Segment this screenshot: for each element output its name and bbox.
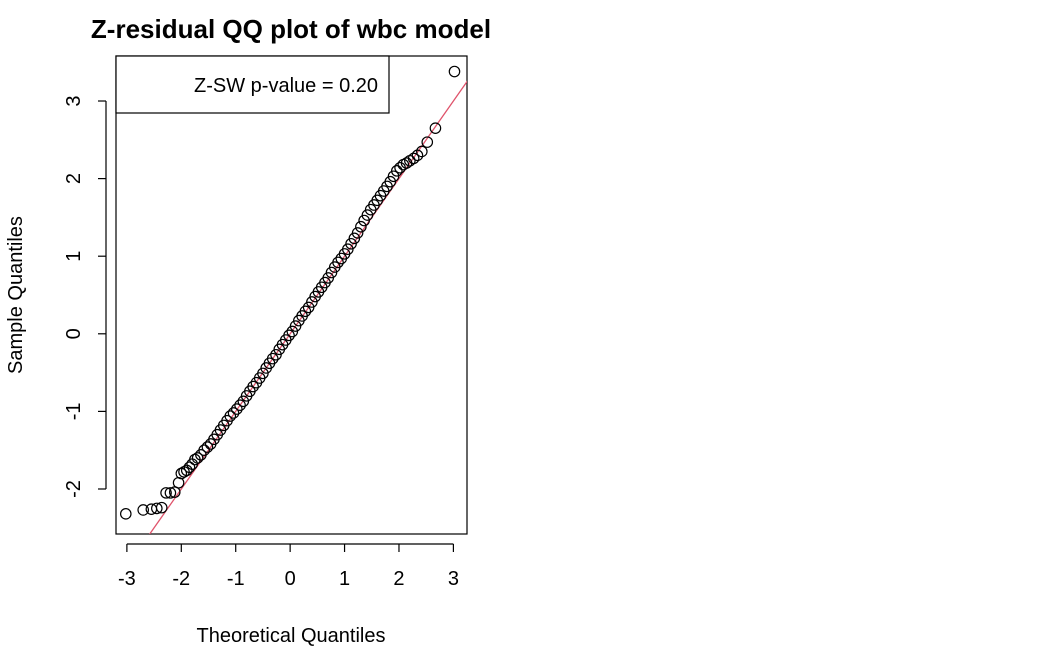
y-tick-label: 3: [63, 95, 85, 106]
data-point: [201, 441, 214, 453]
data-point: [231, 403, 243, 415]
reference-line-group: [148, 80, 467, 534]
data-point: [299, 305, 312, 318]
points-group: [119, 65, 461, 520]
plot-frame: [115, 55, 468, 535]
y-axis: -2 -1 0 1 2 3: [63, 95, 107, 498]
data-point: [160, 487, 172, 499]
data-point: [351, 227, 364, 239]
x-axis-label: Theoretical Quantiles: [197, 625, 386, 647]
data-point: [429, 122, 442, 134]
data-point: [183, 461, 196, 474]
x-tick-label: 2: [393, 568, 404, 590]
legend-frame: [115, 55, 390, 114]
data-point: [416, 145, 428, 158]
data-point: [390, 165, 403, 177]
x-axis: -3 -2 -1 0 1 2 3: [118, 543, 459, 590]
data-point: [411, 149, 424, 162]
x-tick-label: 0: [285, 568, 296, 590]
data-point: [175, 467, 188, 480]
y-axis-label: Sample Quantiles: [5, 216, 27, 374]
chart-title: Z-residual QQ plot of wbc model: [91, 14, 491, 44]
legend-text: Z-SW p-value = 0.20: [194, 75, 378, 97]
y-tick-label: -2: [63, 480, 85, 498]
data-point: [234, 399, 246, 411]
data-point: [355, 220, 367, 233]
x-tick-label: -3: [118, 568, 136, 590]
y-tick-label: -1: [63, 402, 85, 420]
x-tick-label: -2: [172, 568, 190, 590]
data-point: [227, 407, 240, 419]
y-tick-label: 1: [63, 251, 85, 262]
x-tick-label: 3: [448, 568, 459, 590]
data-point: [421, 136, 434, 148]
data-point: [164, 487, 177, 499]
y-tick-label: 0: [63, 328, 85, 339]
data-point: [247, 380, 259, 393]
data-point: [198, 444, 210, 456]
x-tick-label: 1: [339, 568, 350, 590]
y-tick-label: 2: [63, 173, 85, 184]
data-point: [266, 352, 279, 365]
data-point: [151, 502, 163, 515]
data-point: [407, 152, 420, 165]
data-point: [332, 256, 344, 269]
data-point: [448, 65, 461, 78]
x-tick-label: -1: [227, 568, 245, 590]
data-point: [155, 501, 168, 514]
reference-line: [148, 80, 467, 534]
data-point: [283, 329, 295, 342]
data-point: [224, 410, 237, 422]
data-point: [137, 504, 150, 516]
data-point: [119, 508, 132, 520]
data-point: [191, 452, 204, 464]
plot-area: [119, 65, 467, 534]
legend-box: Z-SW p-value = 0.20: [115, 55, 390, 114]
